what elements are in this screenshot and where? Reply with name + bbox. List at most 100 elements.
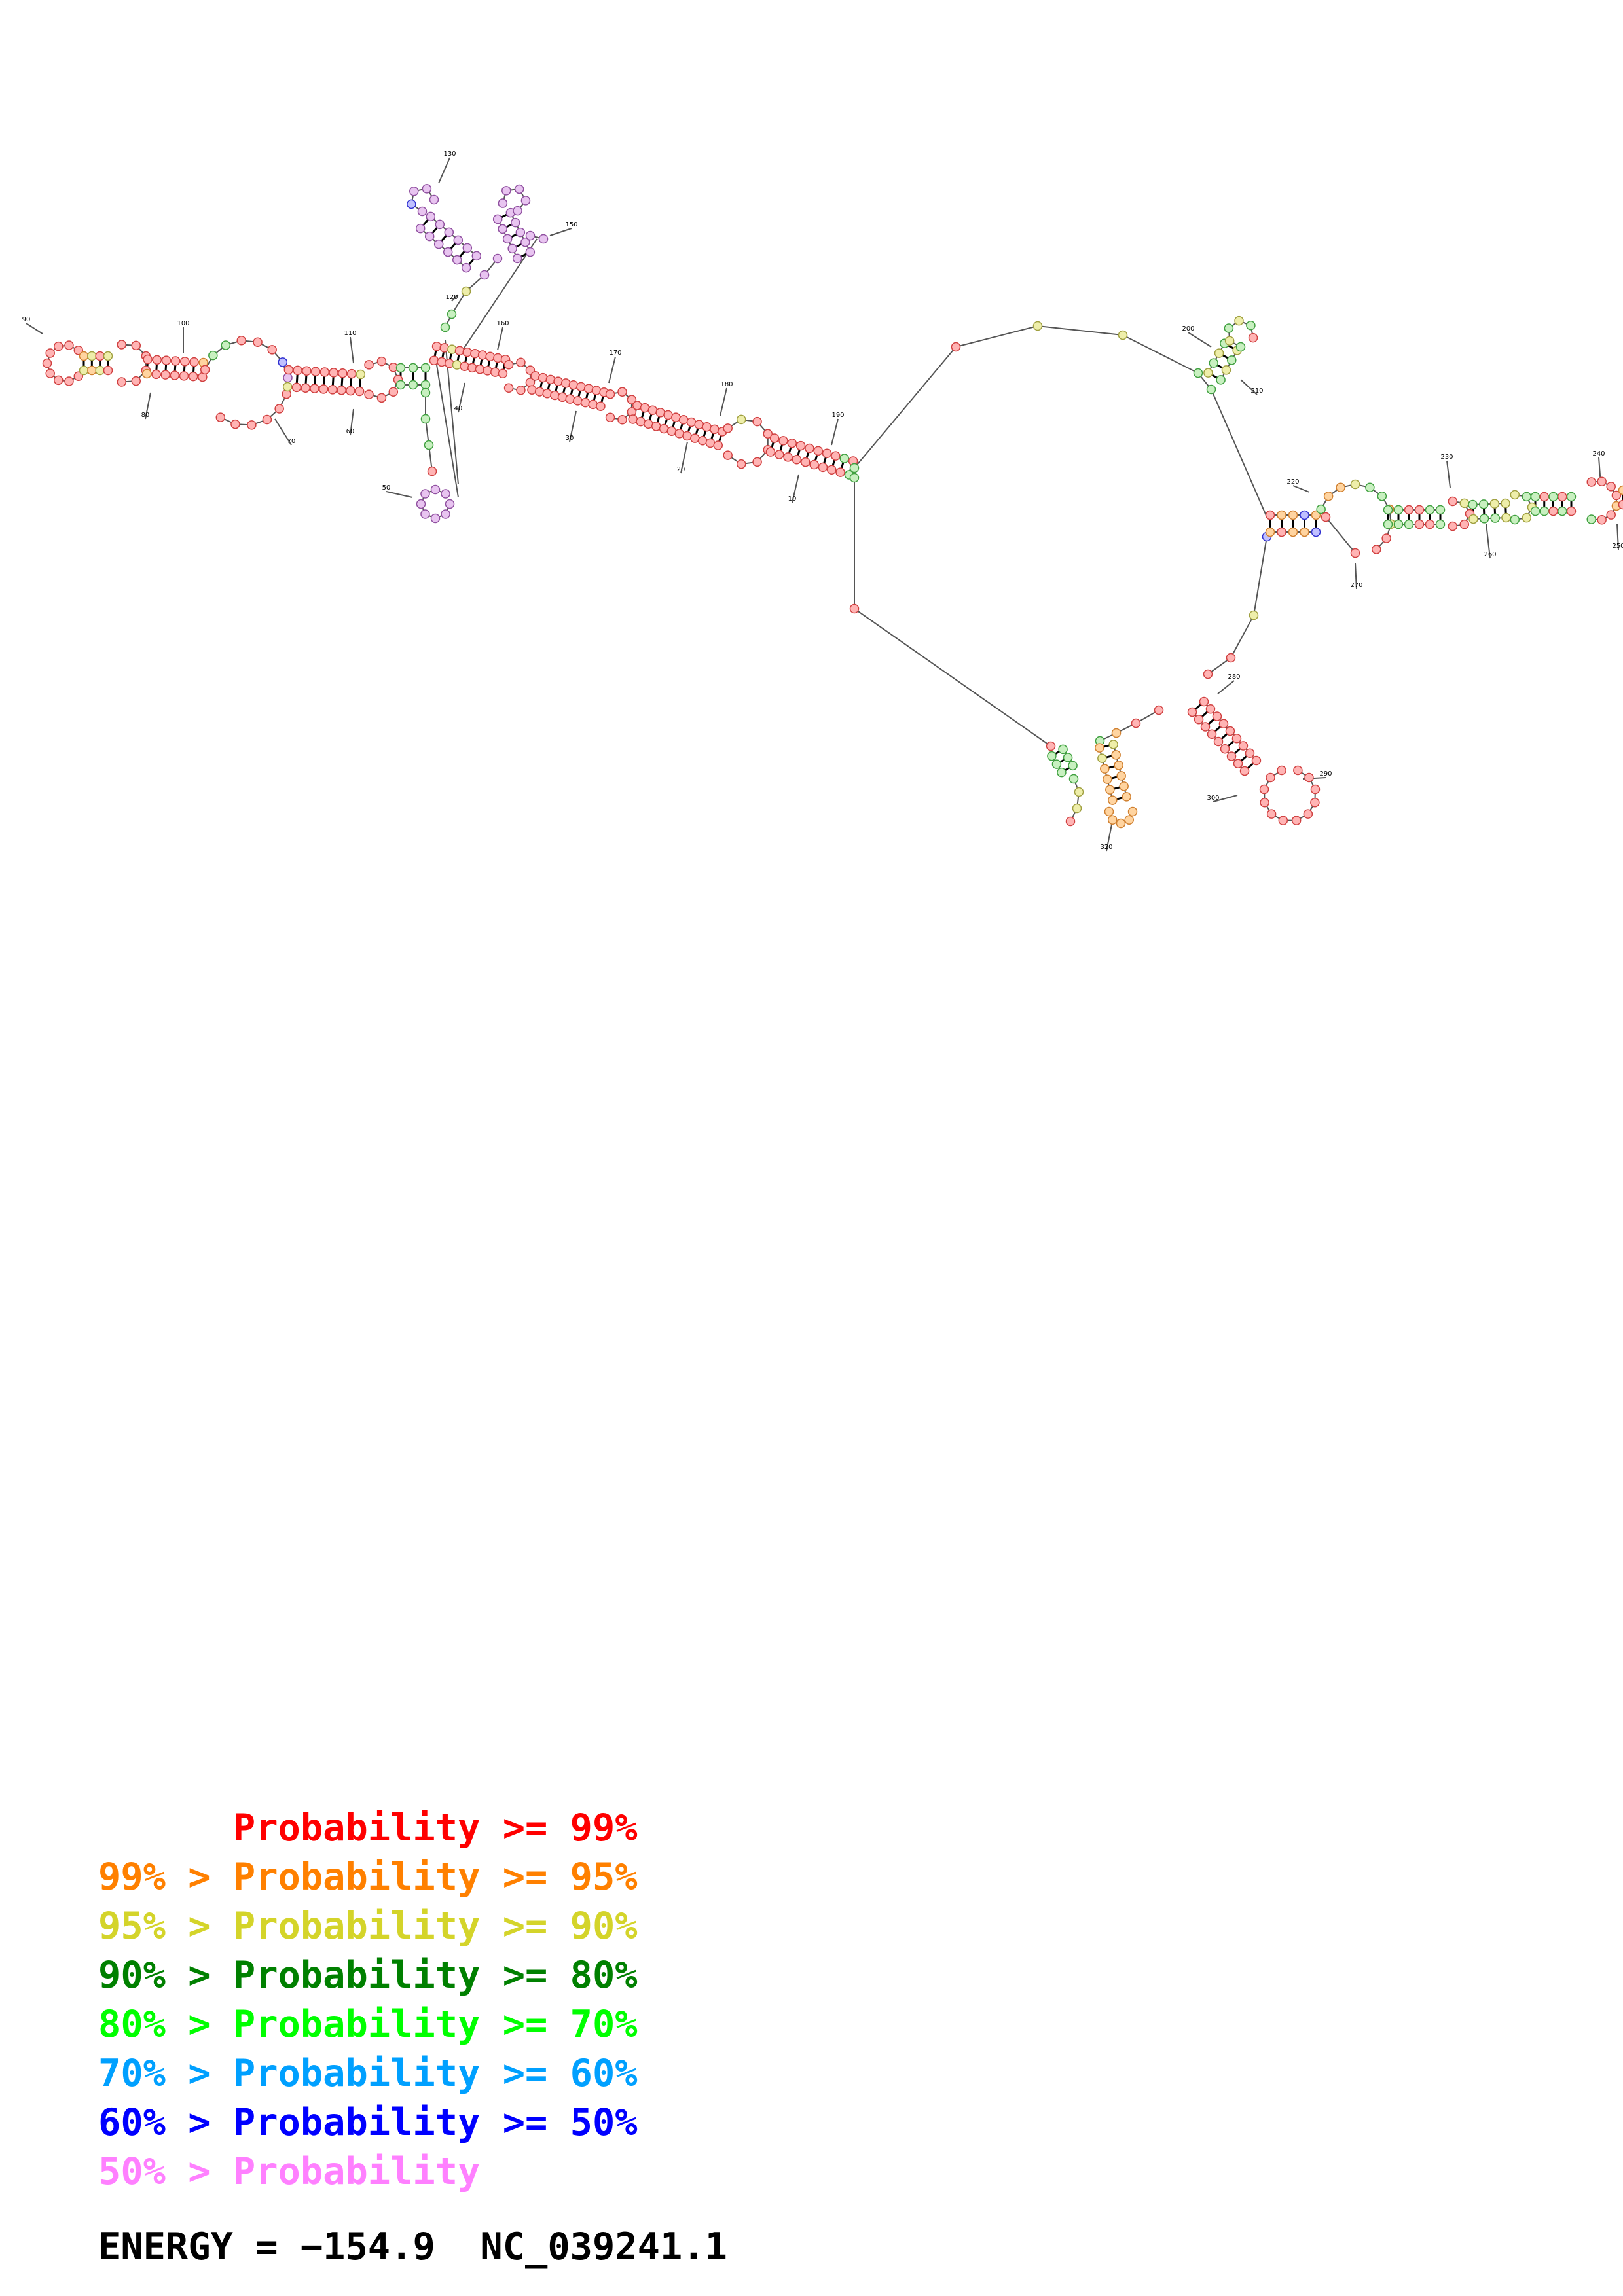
- position-label: 150: [565, 221, 577, 228]
- nucleotide: [131, 340, 141, 351]
- nucleotide: [1238, 741, 1249, 751]
- nucleotide: [545, 374, 556, 385]
- nucleotide: [103, 365, 113, 376]
- nucleotide: [605, 389, 615, 399]
- nucleotide: [1311, 510, 1321, 520]
- position-label: 40: [454, 405, 463, 412]
- nucleotide: [694, 420, 704, 429]
- nucleotide: [1248, 332, 1258, 343]
- nucleotide: [143, 354, 153, 365]
- nucleotide: [1216, 375, 1226, 385]
- nucleotide: [795, 440, 806, 451]
- position-label: 20: [677, 466, 685, 473]
- nucleotide: [682, 431, 692, 441]
- nucleotide: [1226, 751, 1237, 761]
- nucleotide: [452, 360, 462, 370]
- probability-legend: Probability >= 99% 99% > Probability >= 9…: [0, 1806, 917, 2265]
- nucleotide: [437, 357, 447, 367]
- nucleotide: [1065, 816, 1076, 827]
- position-label: 70: [287, 438, 296, 445]
- nucleotide: [492, 253, 503, 264]
- nucleotide: [1293, 765, 1303, 776]
- nucleotide: [427, 466, 437, 476]
- nucleotide: [792, 454, 802, 465]
- nucleotide: [433, 239, 444, 249]
- position-label: 80: [141, 412, 150, 419]
- nucleotide: [462, 243, 473, 253]
- position-label: 30: [566, 435, 574, 442]
- nucleotide: [1235, 342, 1246, 352]
- nucleotide: [576, 382, 586, 392]
- nucleotide: [420, 363, 431, 373]
- position-label: 270: [1350, 582, 1362, 589]
- nucleotide: [483, 366, 492, 376]
- nucleotide: [617, 387, 627, 397]
- nucleotide: [525, 247, 536, 257]
- nucleotide: [557, 392, 568, 403]
- nucleotide: [1047, 751, 1057, 761]
- nucleotide: [550, 390, 560, 401]
- nucleotide: [142, 368, 152, 379]
- backbone-segment: [1211, 389, 1267, 518]
- nucleotide: [1203, 669, 1213, 679]
- nucleotide: [477, 350, 488, 360]
- nucleotide: [617, 415, 627, 425]
- nucleotide: [408, 380, 418, 390]
- nucleotide: [364, 360, 374, 370]
- nucleotide: [1119, 781, 1129, 791]
- nucleotide: [503, 383, 514, 393]
- nucleotide: [441, 509, 450, 519]
- nucleotide: [951, 342, 961, 352]
- nucleotide: [1233, 759, 1243, 768]
- nucleotide: [160, 370, 170, 380]
- nucleotide: [356, 369, 366, 380]
- nucleotide: [310, 367, 321, 376]
- nucleotide: [1383, 505, 1393, 515]
- nucleotide: [1468, 499, 1478, 510]
- nucleotide: [1618, 499, 1623, 510]
- nucleotide: [849, 463, 860, 473]
- nucleotide: [651, 422, 661, 431]
- nucleotide: [460, 361, 469, 371]
- position-label: 290: [1319, 770, 1332, 778]
- nucleotide: [1611, 490, 1622, 501]
- nucleotide: [319, 367, 330, 377]
- nucleotide: [511, 217, 520, 228]
- legend-row: 90% > Probability >= 80%: [98, 1954, 638, 1997]
- nucleotide: [516, 386, 526, 395]
- nucleotide: [1478, 499, 1489, 509]
- label-leader: [1240, 379, 1258, 395]
- nucleotide: [302, 366, 312, 376]
- nucleotide: [388, 387, 399, 397]
- nucleotide: [644, 419, 653, 429]
- nucleotide: [805, 443, 814, 454]
- nucleotide: [827, 465, 837, 475]
- nucleotide: [1251, 755, 1262, 766]
- nucleotide: [490, 367, 500, 377]
- nucleotide: [444, 227, 454, 238]
- nucleotide: [713, 440, 723, 450]
- backbone-segment: [1070, 778, 1080, 822]
- nucleotide: [1225, 726, 1235, 736]
- nucleotide: [1316, 504, 1326, 514]
- nucleotide: [1365, 482, 1375, 493]
- position-label: 180: [720, 381, 733, 388]
- backbone-segment: [1320, 483, 1392, 550]
- nucleotide: [64, 340, 74, 350]
- nucleotide: [1199, 696, 1209, 707]
- nucleotide: [95, 351, 105, 361]
- nucleotide: [1522, 512, 1532, 523]
- nucleotide: [513, 206, 522, 216]
- nucleotide: [54, 341, 64, 351]
- nucleotide: [1224, 323, 1234, 333]
- nucleotide: [538, 372, 548, 383]
- nucleotide: [79, 351, 89, 361]
- nucleotide: [1336, 482, 1345, 493]
- label-leader: [792, 474, 799, 503]
- nucleotide: [1259, 784, 1269, 795]
- position-label: 190: [831, 412, 844, 419]
- nucleotide: [1116, 818, 1126, 829]
- backbone-segment: [458, 238, 538, 357]
- nucleotide: [1404, 505, 1414, 515]
- nucleotide: [498, 224, 507, 234]
